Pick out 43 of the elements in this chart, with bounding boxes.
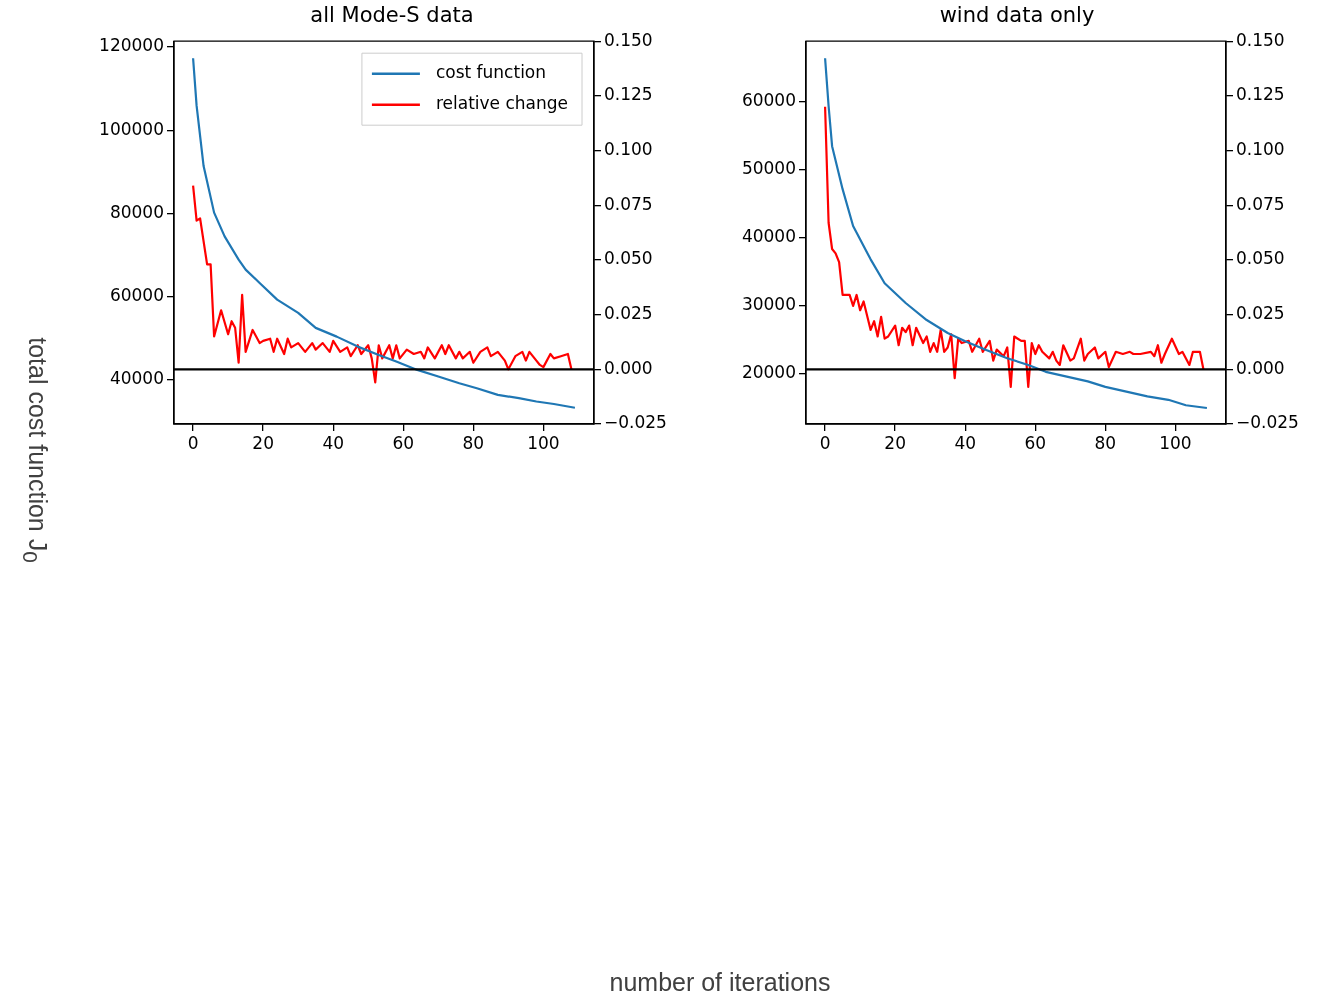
y2-tick-label: 0.100 bbox=[1236, 138, 1285, 159]
y-tick-label: 40000 bbox=[109, 368, 164, 389]
x-tick-label: 80 bbox=[462, 432, 485, 453]
y2-tick-label: 0.025 bbox=[604, 303, 653, 324]
x-tick-label: 100 bbox=[527, 432, 560, 453]
y2-tick-label: 0.075 bbox=[604, 193, 653, 214]
x-tick-label: 20 bbox=[252, 432, 274, 453]
x-tick-label: 60 bbox=[392, 432, 415, 453]
y2-tick-label: 0.150 bbox=[1236, 29, 1285, 50]
y-tick-label: 20000 bbox=[741, 362, 796, 383]
y-tick-label: 100000 bbox=[99, 118, 164, 139]
x-tick-label: 80 bbox=[1094, 432, 1117, 453]
y-tick-label: 60000 bbox=[741, 89, 796, 110]
y-tick-label: 80000 bbox=[109, 201, 164, 222]
y2-tick-label: 0.150 bbox=[604, 29, 653, 50]
x-tick-label: 40 bbox=[954, 432, 977, 453]
y2-tick-label: −0.025 bbox=[604, 412, 667, 433]
x-tick-label: 20 bbox=[884, 432, 906, 453]
y-tick-label: 60000 bbox=[109, 285, 164, 306]
x-tick-label: 0 bbox=[819, 432, 831, 453]
y2-tick-label: 0.025 bbox=[1236, 303, 1285, 324]
y-tick-label: 50000 bbox=[741, 157, 796, 178]
x-tick-label: 100 bbox=[1159, 432, 1192, 453]
y-tick-label: 30000 bbox=[741, 294, 796, 315]
y-tick-label: 40000 bbox=[741, 225, 796, 246]
legend-label: relative change bbox=[435, 93, 568, 114]
x-tick-label: 40 bbox=[322, 432, 345, 453]
y-tick-label: 120000 bbox=[99, 35, 164, 56]
y2-tick-label: 0.000 bbox=[604, 357, 653, 378]
y2-tick-label: 0.125 bbox=[1236, 84, 1285, 105]
y2-tick-label: 0.125 bbox=[604, 84, 653, 105]
y2-tick-label: 0.100 bbox=[604, 138, 653, 159]
legend-label: cost function bbox=[435, 62, 547, 83]
x-tick-label: 0 bbox=[187, 432, 199, 453]
y2-tick-label: −0.025 bbox=[1236, 412, 1299, 433]
y2-tick-label: 0.050 bbox=[1236, 248, 1285, 269]
chart-title: all Mode-S data bbox=[310, 3, 474, 28]
y2-tick-label: 0.050 bbox=[604, 248, 653, 269]
y2-tick-label: 0.000 bbox=[1236, 357, 1285, 378]
y2-tick-label: 0.075 bbox=[1236, 193, 1285, 214]
x-tick-label: 60 bbox=[1024, 432, 1047, 453]
chart-title: wind data only bbox=[939, 3, 1095, 28]
x-axis-title: number of iterations bbox=[609, 967, 831, 996]
